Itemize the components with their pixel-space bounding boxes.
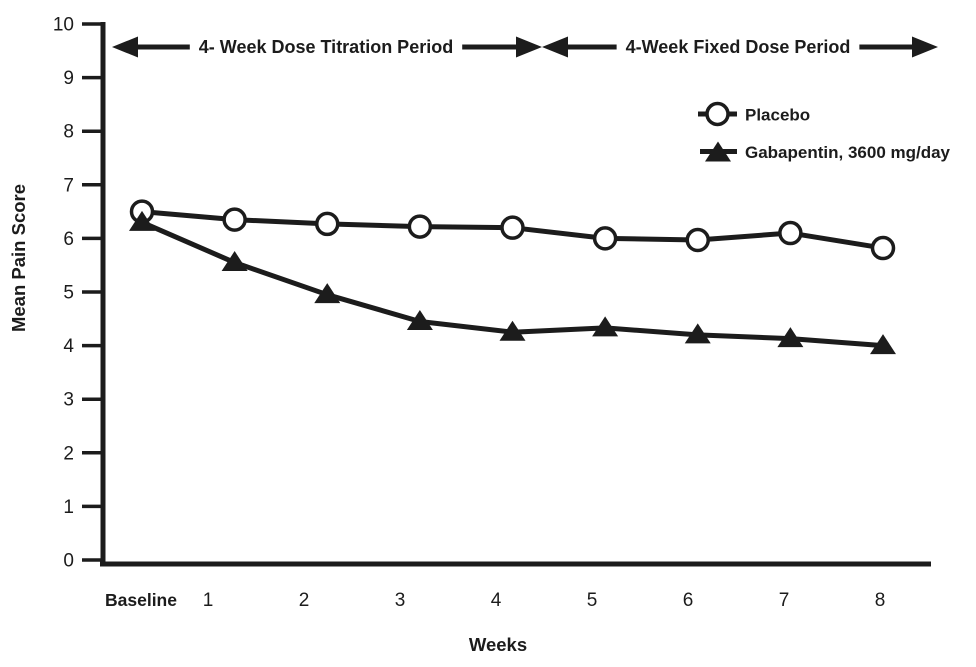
placebo-point (500, 215, 525, 240)
placebo-point (685, 227, 710, 253)
x-tick-label: Baseline (105, 590, 177, 610)
y-tick-label: 2 (63, 443, 74, 464)
placebo-point (407, 214, 433, 239)
x-tick-label: 4 (491, 590, 502, 611)
data-series (129, 199, 896, 355)
period-labels: 4- Week Dose Titration Period 4-Week Fix… (189, 37, 860, 57)
y-tick-label: 4 (63, 336, 74, 357)
x-tick-label: 5 (587, 590, 598, 611)
y-tick-label: 1 (63, 497, 74, 518)
legend-label-gabapentin: Gabapentin, 3600 mg/day (745, 143, 951, 162)
placebo-point (315, 211, 340, 237)
x-tick-label: 7 (779, 590, 790, 611)
x-tick-label: 2 (299, 590, 310, 611)
placebo-point (778, 220, 803, 246)
arrowhead-left (112, 36, 138, 58)
gabapentin-point (406, 309, 433, 330)
y-tick-label: 0 (63, 551, 74, 572)
legend-gabapentin-marker (705, 141, 731, 162)
axes: 0 1 2 3 4 5 6 7 8 9 10 Baseline 1 2 3 4 5 6 7 8 (53, 15, 931, 611)
placebo-point (592, 226, 618, 251)
legend-label-placebo: Placebo (745, 106, 810, 125)
gabapentin-point (870, 334, 896, 355)
y-tick-label: 10 (53, 15, 74, 36)
x-tick-label: 6 (683, 590, 694, 611)
gabapentin-point (592, 316, 619, 337)
gabapentin-point (314, 283, 341, 304)
x-tick-label: 1 (203, 590, 214, 611)
gabapentin-point (129, 210, 155, 231)
label-backing (189, 37, 463, 57)
y-tick-label: 3 (63, 390, 74, 411)
label-backing (616, 37, 860, 57)
fixed-dose-period-label: 4-Week Fixed Dose Period (626, 37, 851, 57)
x-tick-label: 3 (395, 590, 406, 611)
gabapentin-point (684, 323, 711, 344)
placebo-point (870, 235, 896, 261)
arrowhead-right (912, 36, 938, 58)
y-tick-label: 5 (63, 283, 74, 304)
gabapentin-point (499, 320, 526, 341)
y-tick-label: 6 (63, 229, 74, 250)
y-tick-label: 8 (63, 122, 74, 143)
gabapentin-point (221, 251, 248, 272)
y-axis-title: Mean Pain Score (8, 184, 29, 332)
placebo-point (222, 207, 247, 232)
arrowhead-right (516, 36, 542, 58)
legend: Placebo Gabapentin, 3600 mg/day (698, 101, 951, 162)
legend-placebo-marker (705, 101, 730, 127)
x-axis-title: Weeks (469, 634, 527, 655)
gabapentin-point (777, 327, 804, 348)
x-tick-label: 8 (875, 590, 886, 611)
legend-markers (698, 101, 737, 162)
y-tick-label: 9 (63, 68, 74, 89)
y-tick-label: 7 (63, 175, 74, 196)
arrowhead-left (542, 36, 568, 58)
titration-period-label: 4- Week Dose Titration Period (199, 37, 453, 57)
